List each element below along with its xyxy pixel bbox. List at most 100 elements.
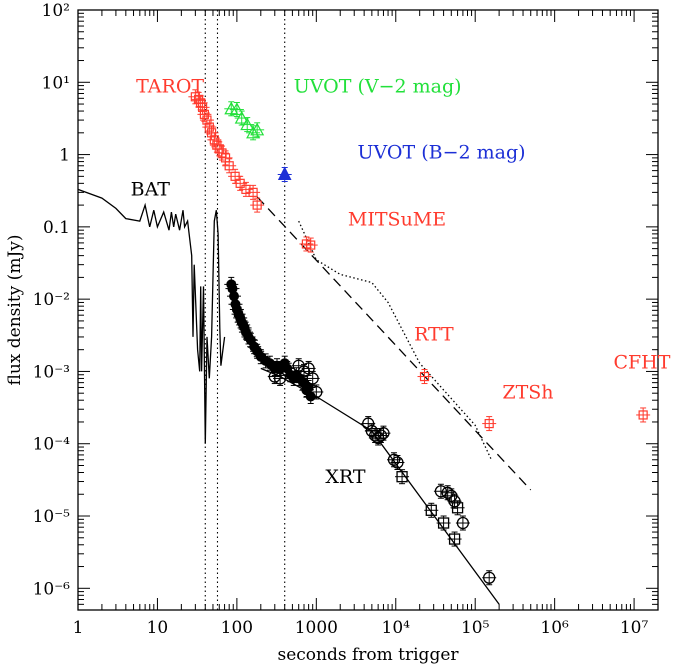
tarot-data-point bbox=[246, 184, 261, 200]
circle-marker bbox=[441, 486, 454, 499]
square-marker bbox=[396, 471, 408, 483]
square-marker bbox=[638, 410, 648, 420]
x-tick-label: 10⁶ bbox=[540, 618, 569, 638]
annotation-label: TAROT bbox=[136, 76, 204, 98]
circle-marker bbox=[377, 427, 390, 440]
xrt-data-point bbox=[447, 531, 462, 547]
circle-marker bbox=[456, 516, 470, 530]
xrt-data-point bbox=[386, 452, 401, 468]
square-marker bbox=[252, 200, 262, 210]
square-marker bbox=[306, 240, 316, 250]
y-axis-label: flux density (mJy) bbox=[5, 235, 25, 386]
annotation-label: UVOT (V−2 mag) bbox=[294, 76, 462, 98]
y-tick-label: 0.1 bbox=[43, 218, 70, 238]
xrt-data-point bbox=[390, 454, 405, 470]
xrt-data-point bbox=[482, 570, 497, 586]
circle-marker bbox=[229, 291, 240, 302]
square-marker bbox=[241, 184, 251, 194]
circle-marker bbox=[483, 571, 496, 584]
xrt-data-point bbox=[376, 425, 391, 441]
tarot-data-point bbox=[250, 197, 265, 213]
square-marker bbox=[204, 122, 214, 132]
x-tick-label: 10 bbox=[147, 618, 169, 638]
xrt-data-point bbox=[395, 469, 410, 485]
xrt-data-point bbox=[455, 515, 470, 531]
tarot-data-point bbox=[197, 106, 212, 122]
xrt-data-point bbox=[225, 281, 240, 297]
xrt-data-point bbox=[450, 500, 465, 516]
rtt-data-point bbox=[417, 369, 432, 385]
x-tick-label: 10⁴ bbox=[382, 618, 411, 638]
uvot-data-point bbox=[246, 125, 261, 141]
dotted-model-line bbox=[298, 220, 492, 461]
uvot-data-point bbox=[277, 166, 292, 183]
annotation-label: UVOT (B−2 mag) bbox=[358, 142, 526, 164]
xrt-data-point bbox=[424, 502, 439, 518]
series-labels: TAROT UVOT (V−2 mag) UVOT (B−2 mag) BAT MITS… bbox=[131, 76, 671, 489]
circle-marker bbox=[305, 391, 316, 402]
triangle-marker bbox=[277, 166, 292, 181]
circle-marker bbox=[391, 456, 404, 469]
annotation-label: BAT bbox=[131, 179, 171, 201]
uvot-data-point bbox=[250, 122, 265, 138]
circle-marker bbox=[227, 283, 238, 294]
square-marker bbox=[451, 502, 464, 514]
y-tick-label: 1 bbox=[59, 146, 70, 166]
xrt-data-point bbox=[436, 515, 451, 531]
y-tick-label: 10⁻⁴ bbox=[33, 435, 71, 455]
square-marker bbox=[448, 533, 461, 545]
xrt-data-point bbox=[433, 483, 448, 499]
xrt-data-point bbox=[273, 370, 288, 386]
data-points bbox=[188, 89, 651, 586]
triangle-marker bbox=[240, 117, 255, 131]
square-marker bbox=[425, 504, 437, 516]
circle-marker bbox=[310, 385, 323, 399]
x-axis-label: seconds from trigger bbox=[277, 645, 459, 665]
y-tick-label: 10⁻⁵ bbox=[33, 507, 71, 527]
square-marker bbox=[209, 135, 219, 145]
square-marker bbox=[224, 161, 234, 171]
circle-marker bbox=[306, 372, 319, 385]
tarot-data-point bbox=[222, 158, 237, 174]
cfht-data-point bbox=[636, 407, 651, 423]
annotation-label: RTT bbox=[414, 323, 454, 345]
annotation-label: MITSuME bbox=[348, 208, 446, 230]
x-tick-label: 10⁵ bbox=[461, 618, 490, 638]
annotation-label: CFHT bbox=[613, 351, 670, 373]
y-tick-label: 10⁻² bbox=[33, 290, 70, 310]
x-tick-label: 1000 bbox=[295, 618, 338, 638]
square-marker bbox=[419, 371, 430, 382]
circle-marker bbox=[374, 429, 388, 442]
ztsh-data-point bbox=[482, 416, 497, 432]
circle-marker bbox=[387, 453, 401, 466]
x-tick-label: 1 bbox=[73, 618, 84, 638]
x-tick-label: 10⁷ bbox=[620, 618, 649, 638]
circle-marker bbox=[434, 485, 448, 498]
plot-frame bbox=[77, 9, 659, 611]
tarot-data-point bbox=[202, 119, 217, 135]
bat-light-curve bbox=[77, 188, 226, 444]
xrt-data-point bbox=[309, 384, 324, 400]
y-tick-label: 10⁻⁶ bbox=[33, 579, 71, 599]
xrt-data-point bbox=[440, 485, 455, 501]
square-marker bbox=[437, 517, 450, 529]
square-marker bbox=[235, 178, 245, 188]
uvot-data-point bbox=[229, 102, 244, 118]
y-tick-label: 10¹ bbox=[42, 73, 70, 93]
x-tick-label: 100 bbox=[221, 618, 253, 638]
y-tick-label: 10² bbox=[42, 1, 70, 21]
mitsume-data-point bbox=[303, 237, 318, 253]
uvot-data-point bbox=[240, 117, 255, 133]
square-marker bbox=[190, 92, 200, 102]
triangle-marker bbox=[250, 122, 265, 136]
vertical-guide-lines bbox=[204, 10, 286, 610]
triangle-marker bbox=[246, 125, 261, 139]
y-tick-label: 10⁻³ bbox=[33, 362, 70, 382]
triangle-marker bbox=[229, 102, 244, 116]
circle-marker bbox=[273, 372, 287, 385]
square-marker bbox=[484, 418, 494, 429]
axis-ticks: 1 10 100 1000 10⁴ 10⁵ 10⁶ 10⁷ 10² 10¹ 1 0.1 10⁻² 10⁻³… bbox=[33, 1, 659, 638]
dashed-model-line bbox=[256, 196, 532, 491]
annotation-label: ZTSh bbox=[502, 382, 553, 404]
